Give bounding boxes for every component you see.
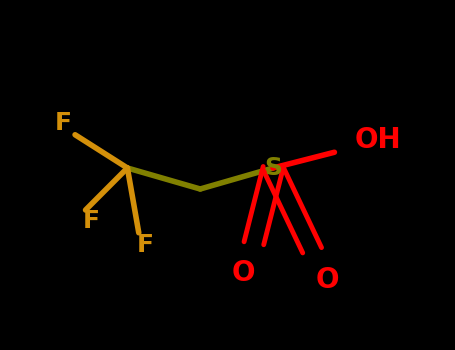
Text: F: F: [137, 233, 154, 257]
Text: F: F: [55, 111, 72, 134]
Text: O: O: [316, 266, 339, 294]
Text: F: F: [82, 209, 100, 232]
Text: S: S: [264, 156, 282, 180]
Text: OH: OH: [355, 126, 401, 154]
Text: O: O: [232, 259, 255, 287]
